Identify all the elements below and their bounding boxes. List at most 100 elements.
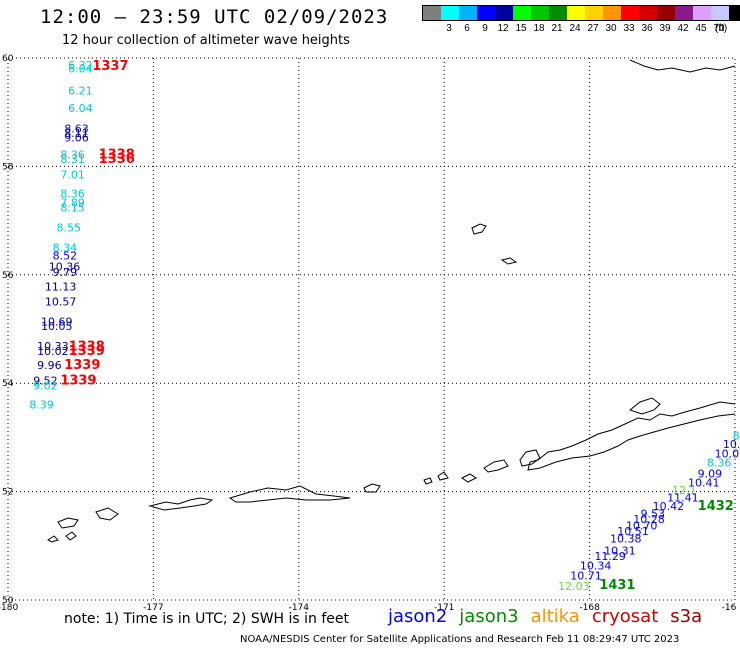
wave-height-label: 11.29 xyxy=(594,550,626,563)
legend-swatch xyxy=(495,6,513,20)
x-tick-label: -171 xyxy=(434,603,454,613)
wave-height-label: 10.02 xyxy=(723,438,740,451)
pass-time-label: 1432 xyxy=(698,499,734,514)
map-subtitle: 12 hour collection of altimeter wave hei… xyxy=(62,33,350,48)
wave-height-label: 6.04 xyxy=(68,102,93,115)
wave-height-label: 7.89 xyxy=(60,197,85,210)
pass-time-label: 1336 xyxy=(99,152,135,167)
satellite-legend: jason2 jason3 altika cryosat s3a xyxy=(388,606,714,627)
y-tick-label: 54 xyxy=(2,379,14,389)
coastline xyxy=(47,59,736,543)
legend-label: 30 xyxy=(605,23,617,34)
wave-height-label: 7.01 xyxy=(60,168,85,181)
legend-swatch xyxy=(639,6,657,20)
wave-height-observations: 6.326.04 13376.216.048.638.119.068.368.31… xyxy=(29,59,740,593)
legend-swatch xyxy=(567,6,585,20)
wave-height-label: 9.06 xyxy=(64,131,89,144)
wave-height-label: 8.36 xyxy=(60,187,85,200)
legend-labels: (ft) 3 6 9 12 15 18 21 24 27 30 33 36 39 42 45 70 xyxy=(422,23,740,37)
satellite-s3a-label: s3a xyxy=(670,606,703,627)
y-tick-label: 56 xyxy=(2,271,14,281)
footer-credit: NOAA/NESDIS Center for Satellite Applica… xyxy=(240,634,680,645)
wave-height-label: 8.39 xyxy=(29,399,54,412)
satellite-altika-label: altika xyxy=(530,606,580,627)
wave-height-label: 9.96 xyxy=(37,359,62,372)
axis-tick-labels: -180 -177 -174 -171 -168 -16 60 58 56 54 52 50 xyxy=(0,54,737,613)
wave-height-label: 10.69 xyxy=(41,316,73,329)
satellite-jason2-label: jason2 xyxy=(388,606,448,627)
wave-height-label: 8.36 xyxy=(707,457,732,470)
wave-height-label: 9.79 xyxy=(53,266,78,279)
wave-height-label: 8.34 xyxy=(53,241,78,254)
wave-height-label: 11.41 xyxy=(667,491,699,504)
wave-height-label: 10.41 xyxy=(688,477,720,490)
legend-swatch xyxy=(459,6,477,20)
pass-time-label: 1338 xyxy=(99,147,135,162)
legend-label: 36 xyxy=(641,23,653,34)
wave-height-label: 10.28 xyxy=(633,513,665,526)
wave-height-label: 10.70 xyxy=(626,520,658,533)
legend-swatch xyxy=(441,6,459,20)
legend-label: 39 xyxy=(659,23,671,34)
y-tick-label: 52 xyxy=(2,488,13,498)
legend-label: 70 xyxy=(713,23,725,34)
wave-height-label: 10.05 xyxy=(715,447,740,460)
legend-label: 33 xyxy=(623,23,635,34)
pass-time-label: 1339 xyxy=(69,344,105,359)
legend-label: 9 xyxy=(482,23,488,34)
wave-height-label: 10.05 xyxy=(41,320,73,333)
pass-time-label: 1339 xyxy=(64,358,100,373)
coastline-islands-4mtn xyxy=(363,477,433,493)
x-tick-label: -177 xyxy=(143,603,163,613)
y-tick-label: 58 xyxy=(2,162,14,172)
coastline-unimak xyxy=(519,449,541,467)
legend-label: 21 xyxy=(551,23,563,34)
wave-height-label: 10.57 xyxy=(45,296,77,309)
y-tick-label: 50 xyxy=(2,596,14,606)
x-tick-label: -174 xyxy=(289,603,310,613)
satellite-cryosat-label: cryosat xyxy=(591,606,659,627)
pass-time-label: 1339 xyxy=(60,373,96,388)
legend-label: 12 xyxy=(497,23,509,34)
coastline-andreanof xyxy=(228,485,351,503)
wave-height-label: 12.03 xyxy=(558,580,590,593)
legend-swatch xyxy=(549,6,567,20)
wave-height-label: 9.09 xyxy=(698,468,723,481)
wave-height-label: 10.38 xyxy=(610,533,642,546)
coastline-near-islands xyxy=(47,517,79,543)
wave-height-label: 9.02 xyxy=(33,380,58,393)
wave-height-label: 11.13 xyxy=(45,281,77,294)
wave-height-color-legend: (ft) 3 6 9 12 15 18 21 24 27 30 33 36 39 42 45 70 xyxy=(422,5,740,37)
coastline-st-paul-island xyxy=(471,223,487,235)
wave-height-label: 8.36 xyxy=(60,148,85,161)
legend-swatch xyxy=(693,6,711,20)
coastline-rat-islands xyxy=(95,497,214,521)
legend-label: 6 xyxy=(464,23,470,34)
legend-color-bar xyxy=(422,5,740,21)
legend-label: 27 xyxy=(587,23,599,34)
coastline-peninsula-tip xyxy=(628,397,661,415)
satellite-jason3-label: jason3 xyxy=(459,606,519,627)
wave-height-label: 8.11 xyxy=(64,127,89,140)
legend-swatch xyxy=(729,6,740,20)
legend-label: 18 xyxy=(533,23,545,34)
wave-height-label: 8.15 xyxy=(60,201,85,214)
wave-height-label: 8. xyxy=(733,430,740,443)
map-title: 12:00 — 23:59 UTC 02/09/2023 xyxy=(40,6,389,28)
legend-swatch xyxy=(423,6,441,20)
wave-height-label: 10.36 xyxy=(49,260,81,273)
legend-label: 15 xyxy=(515,23,527,34)
wave-height-label: 10.33 xyxy=(37,340,69,353)
x-tick-label: -16 xyxy=(722,603,737,613)
map-border xyxy=(7,57,736,601)
wave-height-label: 12.1 xyxy=(672,484,697,497)
wave-height-label: 10.02 xyxy=(37,345,69,358)
legend-label: 45 xyxy=(695,23,707,34)
wave-height-label: 6.32 xyxy=(68,59,93,72)
wave-height-label: 8.63 xyxy=(64,122,89,135)
wave-height-label: 10.51 xyxy=(617,525,649,538)
y-tick-label: 60 xyxy=(2,54,14,64)
wave-height-label: 8.55 xyxy=(56,221,81,234)
wave-height-label: 6.04 xyxy=(68,63,93,76)
